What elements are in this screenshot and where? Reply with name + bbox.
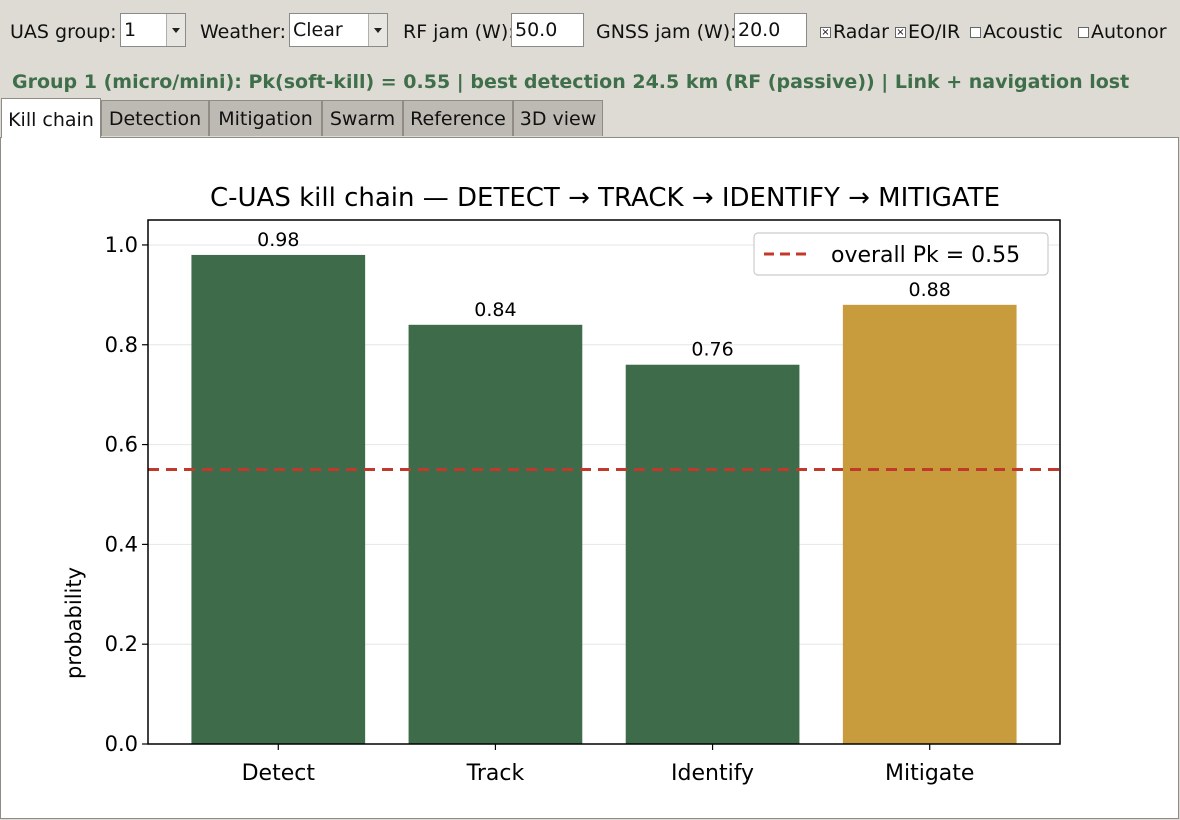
checkbox-unchecked-icon[interactable] — [1078, 26, 1089, 38]
uas-group-select[interactable]: 1 — [120, 13, 186, 47]
legend-box — [753, 232, 1049, 276]
chart-panel: C-UAS kill chain — DETECT → TRACK → IDEN… — [0, 137, 1179, 819]
tab-mitigation[interactable]: Mitigation — [209, 100, 322, 136]
x-tick-label: Track — [466, 761, 525, 786]
rf-jam-label: RF jam (W): — [403, 21, 515, 43]
bar-mitigate — [842, 304, 1017, 744]
bar-detect — [191, 254, 366, 744]
gnss-jam-input[interactable] — [734, 13, 807, 47]
bar-identify — [625, 364, 800, 744]
autonomous-checkbox[interactable]: Autonor — [1078, 0, 1167, 64]
tab-kill-chain[interactable]: Kill chain — [1, 98, 101, 138]
acoustic-checkbox[interactable]: Acoustic — [970, 0, 1063, 64]
bar-value-label: 0.84 — [474, 299, 516, 321]
eoir-label: EO/IR — [908, 21, 961, 43]
autonomous-label: Autonor — [1091, 21, 1167, 43]
chevron-down-icon[interactable] — [166, 14, 185, 46]
y-tick-label: 1.0 — [105, 233, 138, 257]
checkbox-checked-icon[interactable]: × — [895, 26, 906, 38]
tab-3d-view[interactable]: 3D view — [513, 100, 603, 136]
toolbar: UAS group: 1 Weather: Clear RF jam (W): … — [0, 0, 1180, 64]
bar-track — [408, 324, 583, 744]
x-tick-label: Detect — [242, 761, 316, 786]
acoustic-label: Acoustic — [983, 21, 1063, 43]
chevron-down-icon[interactable] — [368, 14, 387, 46]
plot-frame — [147, 219, 1061, 745]
legend-label: overall Pk = 0.55 — [831, 243, 1020, 268]
y-tick-label: 0.4 — [105, 532, 138, 556]
uas-group-label: UAS group: — [10, 21, 117, 43]
chart-title: C-UAS kill chain — DETECT → TRACK → IDEN… — [210, 183, 1000, 213]
bar-value-label: 0.88 — [909, 279, 951, 301]
radar-label: Radar — [833, 21, 889, 43]
status-summary: Group 1 (micro/mini): Pk(soft-kill) = 0.… — [12, 71, 1130, 93]
bar-value-label: 0.76 — [691, 339, 733, 361]
gnss-jam-label: GNSS jam (W): — [596, 21, 737, 43]
kill-chain-chart: C-UAS kill chain — DETECT → TRACK → IDEN… — [62, 183, 1061, 786]
y-tick-label: 0.0 — [105, 732, 138, 756]
uas-group-value: 1 — [124, 19, 137, 41]
y-tick-label: 0.6 — [105, 433, 138, 457]
tab-detection[interactable]: Detection — [101, 100, 209, 136]
weather-label: Weather: — [200, 21, 287, 43]
checkbox-unchecked-icon[interactable] — [970, 26, 981, 38]
y-tick-label: 0.8 — [105, 333, 138, 357]
radar-checkbox[interactable]: × Radar — [820, 0, 889, 64]
x-tick-label: Mitigate — [885, 761, 974, 786]
tab-reference[interactable]: Reference — [403, 100, 513, 136]
y-axis-label: probability — [62, 567, 86, 679]
legend: overall Pk = 0.55 — [753, 232, 1049, 276]
eoir-checkbox[interactable]: × EO/IR — [895, 0, 960, 64]
tab-swarm[interactable]: Swarm — [322, 100, 403, 136]
bar-value-label: 0.98 — [257, 229, 299, 251]
y-tick-label: 0.2 — [105, 632, 138, 656]
rf-jam-input[interactable] — [511, 13, 584, 47]
x-tick-label: Identify — [671, 761, 754, 786]
weather-select[interactable]: Clear — [289, 13, 388, 47]
weather-value: Clear — [293, 19, 343, 41]
checkbox-checked-icon[interactable]: × — [820, 26, 831, 38]
